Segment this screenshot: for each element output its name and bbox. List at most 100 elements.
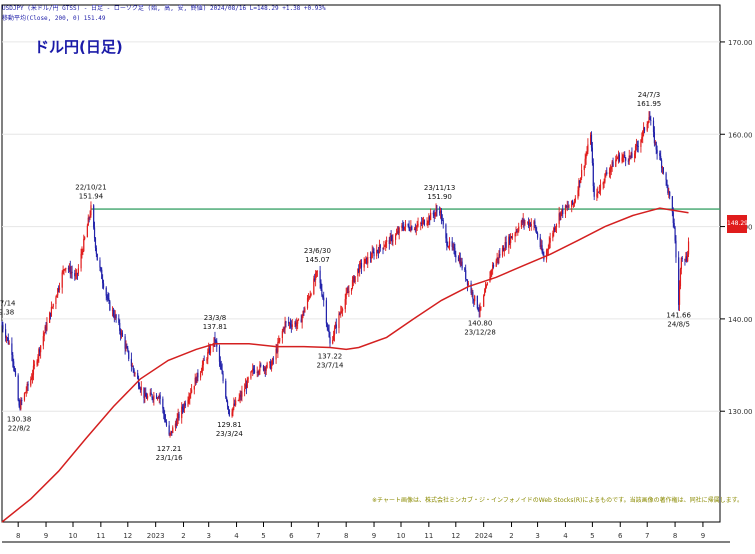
candle-body [490, 270, 492, 278]
x-tick-label: 12 [123, 532, 132, 540]
candle-body [509, 236, 511, 244]
candle-body [547, 248, 549, 250]
candle-body [101, 269, 103, 279]
candle-body [77, 268, 79, 274]
candle-body [359, 262, 362, 264]
candle-body [465, 270, 467, 279]
candle-body [439, 211, 441, 214]
candle-body [168, 425, 170, 435]
candle-body [629, 155, 631, 157]
candle-body [634, 145, 637, 154]
candle-body [209, 346, 212, 354]
candle-body [534, 221, 536, 226]
candle-body [115, 314, 117, 319]
candle-body [272, 358, 274, 360]
candle-body [516, 231, 518, 232]
candle-body [226, 397, 228, 402]
candle-body [539, 237, 541, 248]
candle-body [523, 219, 525, 224]
candle-body [334, 324, 336, 329]
candle-body [82, 251, 84, 253]
x-tick-label: 3 [206, 532, 210, 540]
candle-body [403, 227, 405, 230]
candle-body [182, 408, 185, 410]
candle-body [562, 208, 564, 215]
candle-body [461, 261, 463, 269]
candle-body [649, 117, 651, 120]
candle-body [510, 236, 513, 239]
candle-body [598, 191, 600, 193]
candle-body [604, 173, 606, 182]
candle-body [622, 156, 624, 158]
candle-body [385, 241, 387, 246]
candle-body [251, 370, 253, 372]
candle-body [460, 261, 462, 266]
candle-body [606, 172, 608, 175]
x-tick-label: 2024 [475, 532, 493, 540]
candle-body [64, 268, 66, 270]
annotation-label: 130.38 [7, 416, 32, 424]
candle-body [200, 370, 203, 373]
candle-body [266, 363, 268, 368]
candle-body [56, 295, 58, 298]
candle-body [65, 267, 67, 269]
candle-body [289, 322, 292, 326]
candle-body [162, 398, 164, 409]
candle-body [672, 212, 674, 223]
candle-body [328, 330, 330, 338]
x-tick-label: 6 [289, 532, 294, 540]
candle-body [208, 348, 211, 354]
annotation-label: 23/1/16 [156, 454, 184, 462]
candle-body [315, 271, 318, 274]
candle-body [647, 122, 649, 124]
candle-body [14, 370, 17, 376]
candle-body [660, 155, 662, 161]
candle-body [660, 160, 663, 169]
candle-body [366, 257, 368, 264]
candle-body [99, 260, 101, 268]
candle-body [432, 212, 434, 215]
candle-body [125, 346, 127, 349]
annotation-label: 22/8/2 [8, 425, 31, 433]
candle-body [458, 257, 460, 261]
candle-body [421, 221, 424, 224]
candle-body [372, 251, 374, 253]
candle-body [282, 328, 284, 332]
candle-body [326, 323, 328, 328]
candle-body [188, 398, 190, 400]
candle-body [428, 216, 430, 222]
candle-body [442, 220, 444, 225]
current-price-marker: 148.29 [727, 215, 748, 233]
candle-body [422, 219, 425, 222]
candle-body [259, 364, 261, 372]
candle-body [152, 398, 154, 400]
candle-body [472, 292, 474, 300]
annotation-label: 127.21 [157, 445, 182, 453]
annotation-label: 151.90 [427, 193, 452, 201]
candle-body [297, 319, 300, 321]
candle-body [219, 361, 221, 365]
candle-body [39, 349, 41, 353]
candle-body [170, 430, 172, 434]
candle-body [193, 385, 195, 390]
candle-body [471, 292, 473, 293]
candle-body [32, 365, 35, 375]
x-tick-label: 10 [397, 532, 406, 540]
candle-body [332, 335, 335, 341]
candle-body [521, 220, 523, 223]
candle-body [250, 371, 252, 379]
candle-body [194, 377, 196, 386]
candle-body [164, 414, 166, 420]
candle-body [21, 400, 23, 401]
candle-body [227, 406, 230, 410]
candle-body [95, 247, 97, 254]
candle-body [36, 361, 38, 365]
candle-body [669, 191, 671, 197]
candle-body [476, 295, 478, 309]
candle-body [294, 322, 296, 325]
candle-body [447, 245, 449, 247]
candle-body [13, 367, 16, 371]
candle-body [253, 369, 256, 373]
candle-body [140, 387, 142, 391]
candle-body [477, 308, 479, 311]
